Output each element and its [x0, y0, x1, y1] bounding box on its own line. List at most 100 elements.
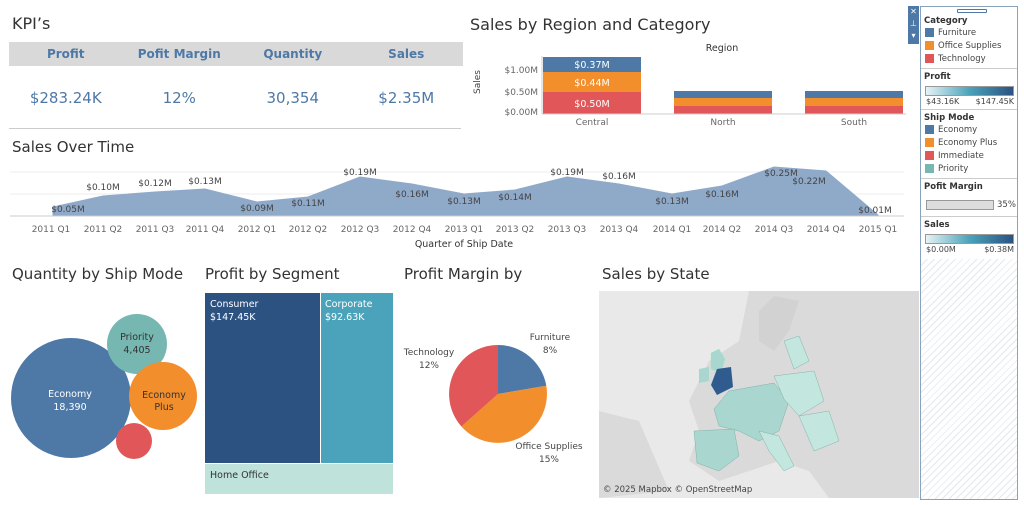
region-iberia[interactable]: [693, 428, 740, 472]
bubble-economy-plus[interactable]: [129, 362, 197, 430]
region-balkans[interactable]: [798, 410, 840, 452]
bar-south-office[interactable]: [805, 98, 903, 106]
region-ytick-1m: $1.00M: [504, 66, 538, 76]
swatch-icon: [925, 41, 934, 50]
legend-item-technology[interactable]: Technology: [921, 52, 1017, 65]
legend-item-office-supplies[interactable]: Office Supplies: [921, 39, 1017, 52]
land-scandinavia: [759, 296, 799, 351]
time-label-2012q3: $0.19M: [343, 168, 377, 178]
legend-label: Technology: [938, 53, 986, 64]
legend-item-furniture[interactable]: Furniture: [921, 26, 1017, 39]
region-label-north: North: [710, 118, 735, 128]
drag-handle[interactable]: [957, 9, 987, 13]
x-tick: 2015 Q1: [859, 225, 898, 235]
bubble-immediate[interactable]: [116, 423, 152, 459]
time-label-2011q3: $0.12M: [138, 179, 172, 189]
legend-profit-title: Profit: [924, 72, 951, 82]
x-tick: 2013 Q2: [496, 225, 535, 235]
legend-margin-title: Pofit Margin: [924, 182, 983, 192]
treemap-corporate-label: Corporate: [325, 299, 373, 310]
bar-central-technology[interactable]: [543, 92, 641, 114]
pie-value-furniture: 8%: [543, 346, 558, 356]
profit-max: $147.45K: [975, 97, 1014, 106]
legend-empty-area: [921, 259, 1017, 499]
time-label-2014q4: $0.22M: [792, 177, 826, 187]
swatch-icon: [925, 151, 934, 160]
kpi-value-profit[interactable]: $283.24K: [29, 89, 102, 107]
bar-south-furniture[interactable]: [805, 91, 903, 98]
chevron-down-icon[interactable]: ▾: [911, 31, 916, 40]
time-label-2013q3: $0.19M: [550, 168, 584, 178]
legend-item-immediate[interactable]: Immediate: [921, 149, 1017, 162]
map-canvas: [599, 291, 919, 498]
pie-label-furniture: Furniture: [530, 333, 571, 343]
swatch-icon: [925, 164, 934, 173]
region-central-europe[interactable]: [773, 370, 825, 417]
treemap-corporate[interactable]: Corporate $92.63K: [321, 293, 393, 463]
state-map[interactable]: © 2025 Mapbox © OpenStreetMap: [599, 291, 919, 498]
legend-panel: Category Furniture Office Supplies Techn…: [920, 6, 1018, 500]
time-label-2014q1: $0.13M: [655, 197, 689, 207]
time-chart: $0.05M $0.10M $0.12M $0.13M $0.09M $0.11…: [10, 166, 904, 250]
pin-icon[interactable]: ⊥: [910, 19, 917, 28]
pie-slice-technology[interactable]: [449, 345, 498, 427]
bar-south-technology[interactable]: [805, 106, 903, 114]
sales-min: $0.00M: [926, 245, 956, 254]
x-tick: 2012 Q3: [341, 225, 380, 235]
region-england[interactable]: [711, 367, 733, 395]
treemap-home-office[interactable]: Home Office: [205, 464, 393, 494]
legend-item-economy-plus[interactable]: Economy Plus: [921, 136, 1017, 149]
close-icon[interactable]: ✕: [910, 7, 917, 16]
kpi-value-sales[interactable]: $2.35M: [378, 89, 435, 107]
region-header: Region: [706, 43, 739, 54]
region-scotland[interactable]: [710, 348, 726, 374]
bar-north-furniture[interactable]: [674, 91, 772, 98]
time-label-2011q4: $0.13M: [188, 177, 222, 187]
pie-slice-furniture[interactable]: [498, 345, 547, 394]
region-ylabel: Sales: [473, 70, 483, 94]
time-label-2013q2: $0.14M: [498, 193, 532, 203]
time-label-2011q2: $0.10M: [86, 183, 120, 193]
bar-north-office[interactable]: [674, 98, 772, 106]
region-ytick-0m: $0.00M: [504, 108, 538, 118]
margin-pie: Furniture 8% Technology 12% Office Suppl…: [403, 333, 583, 465]
x-tick: 2011 Q3: [136, 225, 175, 235]
kpi-value-margin[interactable]: 12%: [162, 89, 196, 107]
bubble-economy-plus-label: Economy: [142, 390, 186, 401]
x-tick: 2014 Q1: [653, 225, 692, 235]
pie-slice-office-supplies[interactable]: [461, 385, 547, 443]
bubble-priority-label: Priority: [120, 332, 154, 343]
pie-value-technology: 12%: [419, 361, 439, 371]
bar-label-central-technology: $0.50M: [574, 99, 609, 110]
sales-area[interactable]: [52, 166, 879, 217]
bar-central-furniture[interactable]: [543, 57, 641, 72]
treemap-consumer[interactable]: Consumer $147.45K: [205, 293, 320, 463]
swatch-icon: [925, 54, 934, 63]
time-label-2012q2: $0.11M: [291, 199, 325, 209]
region-ireland[interactable]: [699, 367, 709, 383]
legend-item-priority[interactable]: Priority: [921, 162, 1017, 175]
legend-category-title: Category: [924, 16, 968, 26]
region-france-germany[interactable]: [713, 382, 790, 442]
region-italy[interactable]: [758, 430, 795, 472]
region-baltic[interactable]: [783, 335, 810, 370]
legend-separator: [921, 216, 1017, 217]
land-africa: [599, 411, 669, 498]
kpi-header-sales: Sales: [388, 47, 425, 61]
bubble-priority-value: 4,405: [123, 345, 150, 356]
sales-max: $0.38M: [984, 245, 1014, 254]
treemap-home-office-label: Home Office: [210, 470, 269, 481]
bubble-priority[interactable]: [107, 314, 167, 374]
legend-item-economy[interactable]: Economy: [921, 123, 1017, 136]
kpi-title: KPI’s: [12, 14, 51, 33]
swatch-icon: [925, 125, 934, 134]
ship-mode-bubbles: Economy 18,390 Priority 4,405 Economy Pl…: [11, 314, 197, 459]
legend-label: Priority: [938, 163, 969, 174]
bar-north-technology[interactable]: [674, 106, 772, 114]
legend-label: Office Supplies: [938, 40, 1002, 51]
bubble-economy[interactable]: [11, 338, 131, 458]
kpi-value-quantity[interactable]: 30,354: [266, 89, 320, 107]
bubble-economy-label: Economy: [48, 389, 92, 400]
bar-central-office[interactable]: [543, 72, 641, 92]
region-chart: Region Sales $1.00M $0.50M $0.00M $0.37M…: [473, 43, 906, 128]
